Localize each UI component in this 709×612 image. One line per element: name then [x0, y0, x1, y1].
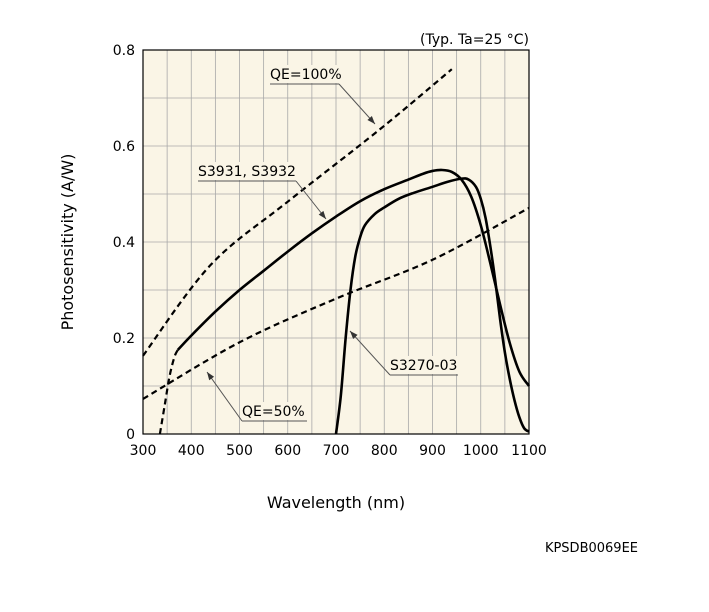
annotation-leader: [338, 83, 376, 125]
annotation-qe-100: QE=100%: [268, 65, 376, 125]
annotation-s3931-s3932: S3931, S3932: [196, 162, 327, 220]
annotation-text: S3270-03: [390, 358, 457, 374]
x-tick-label: 600: [274, 443, 301, 459]
y-tick-label: 0.6: [113, 139, 135, 155]
annotation-arrowhead: [367, 116, 375, 124]
annotation-backdrop: [388, 356, 460, 374]
x-tick-label: 700: [323, 443, 350, 459]
annotation-leader: [349, 330, 391, 376]
figure-code: KPSDB0069EE: [545, 541, 638, 556]
x-tick-label: 900: [419, 443, 446, 459]
annotation-s3270-03: S3270-03: [349, 330, 460, 376]
x-axis-label: Wavelength (nm): [267, 493, 405, 512]
x-tick-label: 1000: [463, 443, 499, 459]
annotation-backdrop: [196, 162, 298, 180]
y-tick-label: 0.4: [113, 235, 135, 251]
x-tick-labels: 300 400 500 600 700 800 900 1000 1100: [130, 443, 547, 459]
annotation-leader: [295, 180, 327, 220]
annotation-backdrop: [268, 65, 341, 83]
annotation-backdrop: [240, 402, 309, 420]
annotation-arrowhead: [207, 372, 215, 381]
annotation-qe-50: QE=50%: [206, 371, 309, 422]
series-line-qe-50: [142, 206, 530, 400]
annotation-arrowhead: [350, 331, 358, 339]
x-tick-label: 800: [371, 443, 398, 459]
series-line-s3270-03: [334, 177, 530, 435]
x-tick-label: 1100: [511, 443, 547, 459]
condition-label: (Typ. Ta=25 °C): [420, 32, 529, 48]
annotation-text: S3931, S3932: [198, 164, 296, 180]
x-tick-label: 300: [130, 443, 157, 459]
annotation-arrowhead: [318, 210, 326, 219]
y-tick-label: 0.8: [113, 43, 135, 59]
series-line-s3931-s3932: [176, 168, 531, 387]
x-tick-label: 400: [178, 443, 205, 459]
annotation-layer: QE=100% S3931, S3932 S3270-03 QE=50%: [196, 65, 460, 422]
annotation-text: QE=100%: [270, 67, 342, 83]
y-tick-labels: 0 0.2 0.4 0.6 0.8: [113, 43, 135, 443]
y-tick-label: 0.2: [113, 331, 135, 347]
series-layer: [142, 68, 531, 435]
annotation-text: QE=50%: [242, 404, 305, 420]
y-tick-label: 0: [126, 427, 135, 443]
x-tick-label: 500: [226, 443, 253, 459]
y-axis-label: Photosensitivity (A/W): [58, 154, 77, 331]
series-line-s3931-s3932: [158, 349, 179, 435]
series-line-qe-100: [142, 68, 453, 357]
annotation-leader: [206, 371, 243, 422]
plot-frame: [142, 49, 530, 435]
